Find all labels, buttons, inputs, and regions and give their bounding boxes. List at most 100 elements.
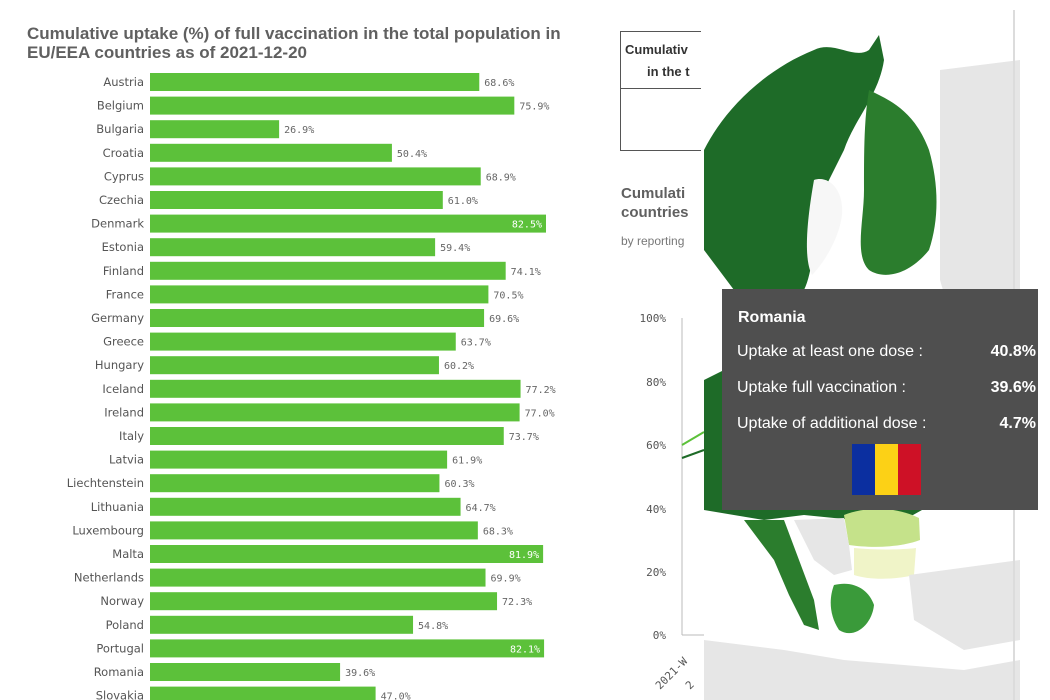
data-label-denmark: 82.5% <box>512 220 542 231</box>
map-region-italy[interactable] <box>744 520 819 630</box>
data-label-hungary: 60.2% <box>444 361 474 372</box>
data-label-germany: 69.6% <box>489 314 519 325</box>
bar-cyprus[interactable] <box>150 167 481 186</box>
y-tick-0: 0% <box>653 629 667 642</box>
x-tick-2: 2 <box>683 678 697 692</box>
bar-ireland[interactable] <box>150 403 520 422</box>
data-label-ireland: 77.0% <box>525 408 555 419</box>
data-label-italy: 73.7% <box>509 432 539 443</box>
data-label-iceland: 77.2% <box>526 385 556 396</box>
category-label-lithuania: Lithuania <box>91 500 144 514</box>
category-label-denmark: Denmark <box>91 217 144 231</box>
bar-croatia[interactable] <box>150 143 392 162</box>
bar-romania[interactable] <box>150 663 341 681</box>
y-tick-40: 40% <box>646 503 666 516</box>
bar-slovakia[interactable] <box>150 686 376 700</box>
partial-table-header: Cumulativ in the t <box>621 32 701 89</box>
tooltip-label: Uptake at least one dose : <box>737 343 923 360</box>
bar-lithuania[interactable] <box>150 497 461 516</box>
bar-finland[interactable] <box>150 261 506 280</box>
map-region-finland[interactable] <box>860 90 937 275</box>
map-region-africa <box>704 640 1020 700</box>
map-region-bulgaria[interactable] <box>854 548 916 579</box>
category-label-germany: Germany <box>91 311 144 325</box>
bar-portugal[interactable] <box>150 639 545 658</box>
data-label-luxembourg: 68.3% <box>483 526 513 537</box>
category-label-netherlands: Netherlands <box>74 571 144 585</box>
category-label-norway: Norway <box>100 594 144 608</box>
data-label-czechia: 61.0% <box>448 196 478 207</box>
category-label-poland: Poland <box>106 618 144 632</box>
bar-iceland[interactable] <box>150 379 521 398</box>
y-tick-20: 20% <box>646 566 666 579</box>
map-region-norway-sweden[interactable] <box>704 35 884 300</box>
map-region-croatia-serbia[interactable] <box>794 518 852 575</box>
bar-luxembourg[interactable] <box>150 521 478 540</box>
bar-norway[interactable] <box>150 592 498 611</box>
bar-poland[interactable] <box>150 615 414 634</box>
series-line-fragment-1 <box>681 431 705 446</box>
category-label-malta: Malta <box>112 547 144 561</box>
data-label-finland: 74.1% <box>511 267 541 278</box>
bar-czechia[interactable] <box>150 191 443 209</box>
category-label-portugal: Portugal <box>96 641 144 655</box>
data-label-netherlands: 69.9% <box>491 574 521 585</box>
y-tick-100: 100% <box>640 312 667 325</box>
data-label-slovakia: 47.0% <box>381 692 411 700</box>
map-region-baltic-sea <box>806 179 843 275</box>
category-label-latvia: Latvia <box>109 453 144 467</box>
bar-belgium[interactable] <box>150 96 515 115</box>
bar-latvia[interactable] <box>150 450 448 469</box>
map-tooltip: Romania Uptake at least one dose : 40.8%… <box>722 289 1038 510</box>
category-label-greece: Greece <box>103 335 144 349</box>
partial-table: Cumulativ in the t <box>620 31 701 151</box>
tooltip-value: 4.7% <box>999 415 1036 432</box>
map-region-turkey[interactable] <box>909 560 1020 650</box>
category-label-italy: Italy <box>119 429 144 443</box>
category-label-iceland: Iceland <box>102 382 144 396</box>
tooltip-value: 39.6% <box>990 379 1036 396</box>
data-label-estonia: 59.4% <box>440 243 470 254</box>
bar-france[interactable] <box>150 285 489 304</box>
data-label-poland: 54.8% <box>418 621 448 632</box>
bar-greece[interactable] <box>150 332 456 351</box>
category-label-austria: Austria <box>103 75 144 89</box>
data-label-greece: 63.7% <box>461 338 491 349</box>
bar-hungary[interactable] <box>150 356 439 375</box>
flag-stripe-blue <box>852 444 875 495</box>
data-label-norway: 72.3% <box>502 597 532 608</box>
map-region-romania[interactable] <box>844 508 920 547</box>
category-label-france: France <box>106 287 144 301</box>
x-tick-1: 2021-W <box>653 655 691 693</box>
map-region-greece[interactable] <box>830 583 874 634</box>
bar-liechtenstein[interactable] <box>150 474 440 493</box>
bar-austria[interactable] <box>150 73 480 91</box>
category-label-czechia: Czechia <box>99 193 144 207</box>
data-label-liechtenstein: 60.3% <box>444 479 474 490</box>
bar-denmark[interactable] <box>150 214 546 233</box>
data-label-portugal: 82.1% <box>510 644 540 655</box>
bar-bulgaria[interactable] <box>150 120 280 139</box>
bar-germany[interactable] <box>150 309 485 327</box>
series-line-fragment-2 <box>681 449 705 459</box>
line-chart-subtitle: by reporting <box>621 234 685 248</box>
y-tick-60: 60% <box>646 439 666 452</box>
bar-malta[interactable] <box>150 545 544 563</box>
partial-table-header-line1: Cumulativ <box>625 42 688 57</box>
category-label-croatia: Croatia <box>103 146 144 160</box>
category-label-cyprus: Cyprus <box>104 169 144 183</box>
line-chart-title-line1: Cumulati <box>621 185 686 202</box>
partial-table-header-line2: in the t <box>647 64 690 79</box>
line-chart-title-line2: countries <box>621 204 689 221</box>
bar-italy[interactable] <box>150 427 504 445</box>
flag-stripe-red <box>898 444 921 495</box>
data-label-romania: 39.6% <box>345 668 375 679</box>
category-label-finland: Finland <box>103 264 144 278</box>
y-tick-80: 80% <box>646 376 666 389</box>
data-label-france: 70.5% <box>493 290 523 301</box>
category-label-ireland: Ireland <box>104 405 144 419</box>
bar-netherlands[interactable] <box>150 568 486 587</box>
bar-estonia[interactable] <box>150 238 436 257</box>
tooltip-label: Uptake full vaccination : <box>737 379 906 396</box>
data-label-malta: 81.9% <box>509 550 539 561</box>
